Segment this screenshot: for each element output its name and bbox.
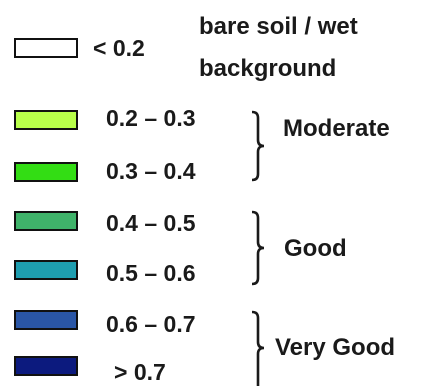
bare-soil-label-line2: background (199, 55, 337, 82)
group-label-good: Good (284, 235, 347, 262)
swatch-0-5-0-6 (14, 260, 78, 280)
swatch-0-4-0-5 (14, 211, 78, 231)
swatch-above-0-7 (14, 356, 78, 376)
bracket-good (251, 210, 265, 286)
swatch-0-2-0-3 (14, 110, 78, 130)
group-label-very-good: Very Good (275, 334, 396, 361)
bracket-moderate (251, 110, 265, 182)
range-label-above-0-7: > 0.7 (114, 359, 166, 385)
swatch-0-3-0-4 (14, 162, 78, 182)
swatch-0-6-0-7 (14, 310, 78, 330)
group-label-moderate: Moderate (283, 115, 390, 142)
range-label-0-4-0-5: 0.4 – 0.5 (106, 210, 196, 236)
range-label-0-3-0-4: 0.3 – 0.4 (106, 158, 196, 184)
swatch-bare-soil (14, 38, 78, 58)
range-label-0-2-0-3: 0.2 – 0.3 (106, 105, 196, 131)
range-label-0-5-0-6: 0.5 – 0.6 (106, 260, 196, 286)
range-label-0-6-0-7: 0.6 – 0.7 (106, 311, 196, 337)
bare-soil-label-line1: bare soil / wet (199, 13, 358, 40)
bracket-very-good (251, 310, 265, 386)
range-label-bare-soil: < 0.2 (93, 35, 145, 61)
